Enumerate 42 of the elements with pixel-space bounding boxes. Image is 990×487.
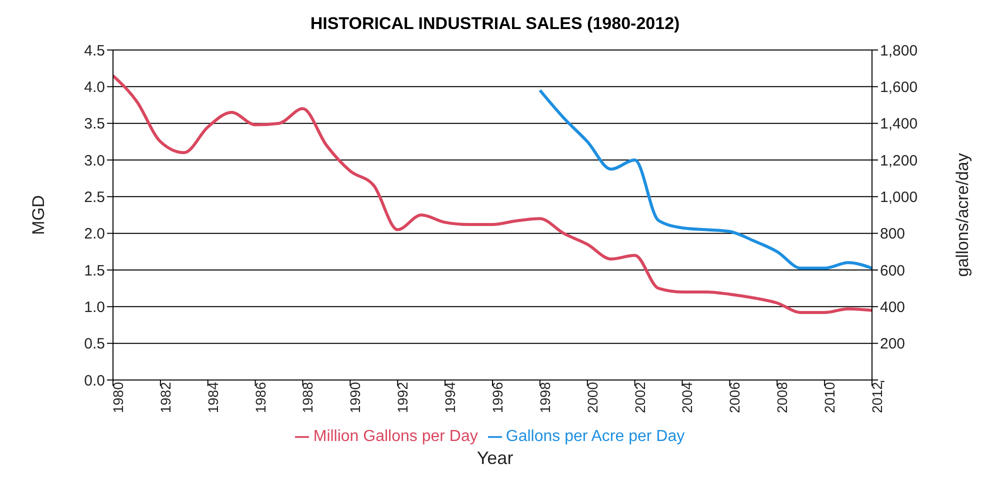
y2-tick-label: 1,600 [880,78,918,96]
x-axis-title: Year [476,448,514,469]
chart-title: HISTORICAL INDUSTRIAL SALES (1980-2012) [309,13,681,35]
x-tick-label: 1988 [300,382,316,414]
x-tick-label: 1990 [347,382,364,414]
y-tick-label: 4.0 [84,78,105,96]
x-tick-label: 2002 [632,382,648,414]
y2-tick-label: 600 [880,262,906,280]
y-tick-label: 3.0 [84,152,105,170]
x-tick-label: 2010 [822,382,838,414]
y-tick-label: 3.5 [84,116,105,133]
x-tick-label: 2006 [726,382,743,414]
x-tick-label: 1992 [394,382,411,414]
y2-tick-label: 1,400 [880,116,918,133]
y-tick-label: 0.0 [84,372,105,390]
x-tick-label: 2004 [679,382,696,414]
legend-label: Gallons per Acre per Day [506,428,685,445]
y-axis-title: MGD [29,195,48,235]
legend-label: Million Gallons per Day [313,428,478,445]
line-series [538,88,872,270]
x-tick-label: 1994 [442,382,458,414]
y2-tick-label: 200 [880,336,906,353]
x-tick-label: 1986 [252,382,268,414]
x-tick-label: 1980 [110,382,126,414]
y2-axis-title: gallons/acre/day [953,152,972,277]
x-tick-label: 1982 [157,382,174,414]
y-tick-label: 1.0 [84,298,105,316]
y-tick-label: 2.0 [84,226,105,243]
x-tick-label: 1998 [536,382,553,414]
x-tick-label: 2008 [774,382,790,414]
x-tick-label: 1984 [204,382,221,414]
y-tick-label: 4.5 [84,42,105,60]
y2-tick-label: 800 [880,226,906,243]
y-tick-label: 0.5 [84,336,105,353]
y2-tick-label: 1,200 [880,152,918,170]
y-tick-label: 2.5 [84,188,105,206]
y-tick-label: 1.5 [84,262,105,280]
x-tick-label: 1996 [489,382,506,414]
y2-tick-label: 1,800 [880,42,918,60]
y2-tick-label: 1,000 [880,188,918,206]
y2-tick-label: 400 [880,298,906,316]
x-tick-label: 2000 [584,382,600,414]
